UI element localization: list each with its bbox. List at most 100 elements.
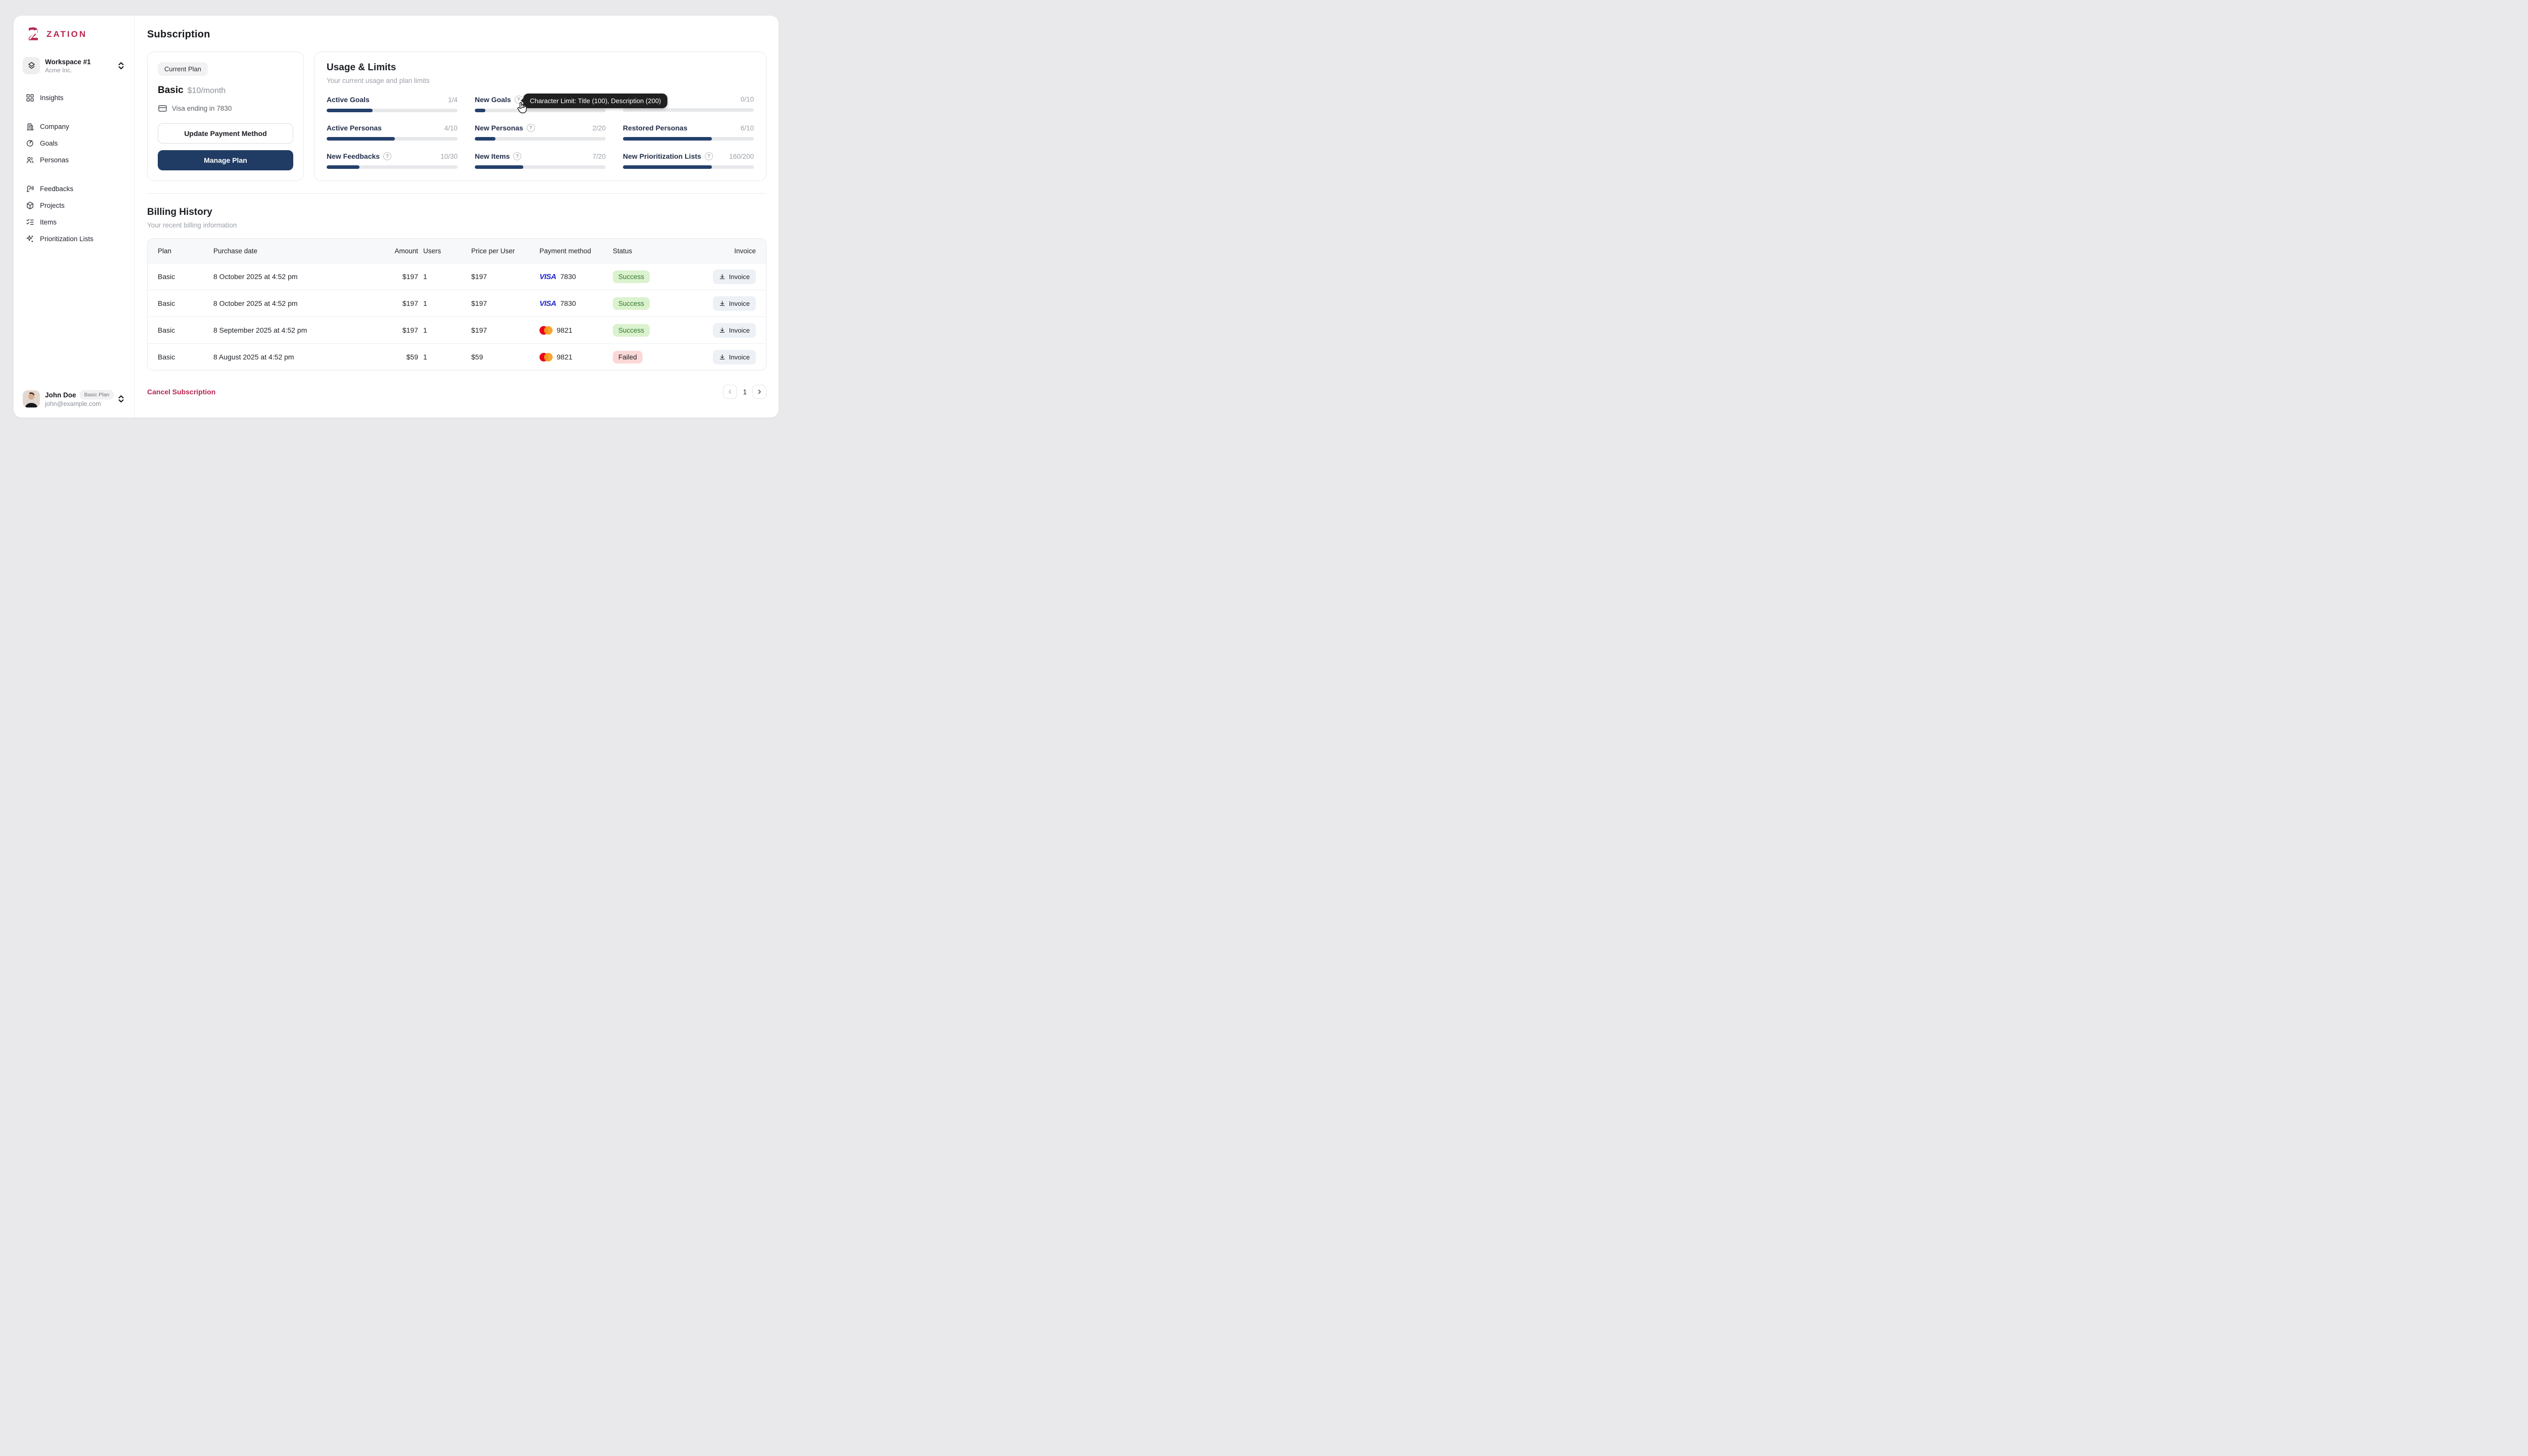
card-last4: 7830 xyxy=(560,299,576,307)
table-row: Basic 8 October 2025 at 4:52 pm $197 1 $… xyxy=(148,290,766,316)
cube-icon xyxy=(26,201,34,210)
sidebar-item-feedbacks[interactable]: Feedbacks xyxy=(22,181,126,196)
usage-grid: Active Goals 1/4 New Goals? xyxy=(327,96,754,169)
help-icon[interactable]: ? xyxy=(704,152,713,160)
mastercard-logo xyxy=(539,352,553,361)
workspace-name: Workspace #1 xyxy=(45,58,91,66)
users-icon xyxy=(26,156,34,164)
sidebar-item-label: Company xyxy=(40,123,69,130)
cell-plan: Basic xyxy=(158,272,175,281)
sidebar-item-items[interactable]: Items xyxy=(22,215,126,230)
current-plan-badge: Current Plan xyxy=(158,62,208,76)
card-last4: 7830 xyxy=(560,272,576,281)
cell-plan: Basic xyxy=(158,299,175,307)
table-row: Basic 8 September 2025 at 4:52 pm $197 1… xyxy=(148,316,766,343)
metric-value: 2/20 xyxy=(592,124,606,132)
user-plan-badge: Basic Plan xyxy=(79,390,114,399)
invoice-download-button[interactable]: Invoice xyxy=(712,296,756,311)
sidebar-item-label: Projects xyxy=(40,202,65,209)
cell-users: 1 xyxy=(423,272,427,281)
zation-logo-icon: 2 xyxy=(25,26,42,43)
cell-price-per-user: $197 xyxy=(471,272,487,281)
help-icon[interactable]: ? xyxy=(526,124,535,132)
cell-price-per-user: $197 xyxy=(471,299,487,307)
cell-users: 1 xyxy=(423,326,427,334)
sidebar-item-personas[interactable]: Personas xyxy=(22,153,126,167)
user-menu[interactable]: John Doe Basic Plan john@example.com xyxy=(22,387,126,411)
progress-bar xyxy=(623,137,754,141)
status-badge: Success xyxy=(613,270,650,283)
sidebar-item-insights[interactable]: Insights xyxy=(22,90,126,105)
current-page-number: 1 xyxy=(743,388,747,396)
cell-amount: $197 xyxy=(402,299,418,307)
usage-metric-new-feedbacks: New Feedbacks? 10/30 xyxy=(327,152,458,169)
metric-value: 4/10 xyxy=(444,124,458,132)
metric-value: 10/30 xyxy=(440,152,458,160)
usage-metric-new-personas: New Personas? 2/20 xyxy=(475,124,606,141)
page-title: Subscription xyxy=(147,29,210,40)
card-last4: 9821 xyxy=(557,326,573,334)
sidebar-item-label: Insights xyxy=(40,94,64,102)
metric-value: 6/10 xyxy=(740,124,754,132)
usage-metric-restored-personas: Restored Personas 6/10 xyxy=(623,124,754,141)
cell-plan: Basic xyxy=(158,326,175,334)
usage-metric-active-personas: Active Personas 4/10 xyxy=(327,124,458,141)
manage-plan-button[interactable]: Manage Plan xyxy=(158,150,293,170)
avatar xyxy=(23,390,40,407)
card-last4: 9821 xyxy=(557,353,573,361)
metric-label: Active Personas xyxy=(327,124,382,132)
payment-method-text: Visa ending in 7830 xyxy=(172,105,232,112)
sidebar-item-company[interactable]: Company xyxy=(22,119,126,134)
user-email: john@example.com xyxy=(45,400,101,407)
feedback-icon xyxy=(26,185,34,193)
invoice-download-button[interactable]: Invoice xyxy=(712,349,756,365)
help-icon[interactable]: ? xyxy=(383,152,392,160)
metric-label: New Goals xyxy=(475,96,511,104)
invoice-download-button[interactable]: Invoice xyxy=(712,269,756,284)
grid-icon xyxy=(26,94,34,102)
column-header-status: Status xyxy=(613,247,633,255)
goal-icon xyxy=(26,139,34,148)
metric-label: New Feedbacks xyxy=(327,152,380,160)
usage-metric-hidden-by-tooltip: 0/10 xyxy=(623,96,754,112)
table-row: Basic 8 October 2025 at 4:52 pm $197 1 $… xyxy=(148,263,766,290)
status-badge: Success xyxy=(613,297,650,310)
metric-value: 160/200 xyxy=(729,152,754,160)
usage-metric-new-items: New Items? 7/20 xyxy=(475,152,606,169)
cell-users: 1 xyxy=(423,353,427,361)
sidebar-item-prioritization-lists[interactable]: Prioritization Lists xyxy=(22,232,126,246)
mastercard-logo xyxy=(539,326,553,335)
cancel-subscription-link[interactable]: Cancel Subscription xyxy=(147,388,216,396)
progress-bar xyxy=(327,109,458,112)
cell-amount: $197 xyxy=(402,272,418,281)
progress-bar xyxy=(475,137,606,141)
invoice-download-button[interactable]: Invoice xyxy=(712,323,756,338)
status-badge: Success xyxy=(613,324,650,337)
sparkles-icon xyxy=(26,235,34,243)
workspace-selector[interactable]: Workspace #1 Acme Inc. xyxy=(22,55,126,76)
app-window: 2 ZATION Workspace #1 Acme Inc. Insights xyxy=(14,16,779,418)
progress-bar xyxy=(623,165,754,169)
invoice-button-label: Invoice xyxy=(729,272,750,281)
brand-logo: 2 ZATION xyxy=(22,26,126,43)
current-plan-card: Current Plan Basic $10/month Visa ending… xyxy=(147,52,304,181)
previous-page-button[interactable] xyxy=(723,385,738,399)
help-icon[interactable]: ? xyxy=(513,152,522,160)
cell-date: 8 October 2025 at 4:52 pm xyxy=(213,272,298,281)
sidebar-item-goals[interactable]: Goals xyxy=(22,136,126,151)
workspace-layers-icon xyxy=(23,57,40,74)
sidebar-item-label: Prioritization Lists xyxy=(40,235,94,243)
column-header-invoice: Invoice xyxy=(734,247,756,255)
column-header-plan: Plan xyxy=(158,247,172,255)
update-payment-method-button[interactable]: Update Payment Method xyxy=(158,123,293,144)
brand-name: ZATION xyxy=(47,29,87,39)
cell-amount: $197 xyxy=(402,326,418,334)
progress-bar xyxy=(475,165,606,169)
workspace-org: Acme Inc. xyxy=(45,66,72,74)
chevron-up-down-icon xyxy=(118,62,124,70)
next-page-button[interactable] xyxy=(752,385,766,399)
tooltip: Character Limit: Title (100), Descriptio… xyxy=(520,94,668,108)
sidebar-item-projects[interactable]: Projects xyxy=(22,198,126,213)
cell-date: 8 October 2025 at 4:52 pm xyxy=(213,299,298,307)
metric-label: New Items xyxy=(475,152,510,160)
